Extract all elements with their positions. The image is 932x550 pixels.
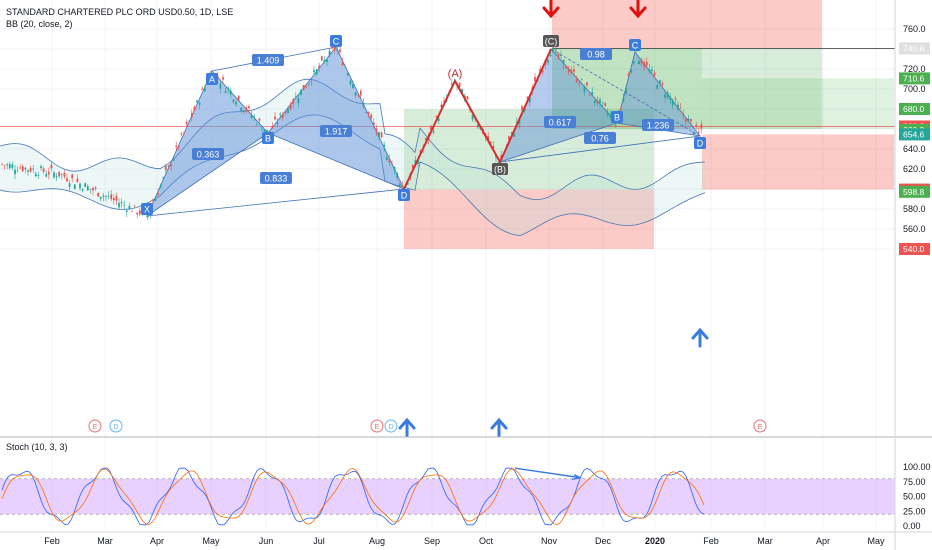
price-axis: 760.0740.0720.0700.0680.0660.0640.0620.0… — [894, 0, 931, 550]
up-arrow-icon — [490, 417, 508, 438]
time-tick: 2020 — [645, 536, 665, 546]
price-tick: 760.0 — [903, 24, 926, 34]
price-tag-label: 654.6 — [903, 129, 925, 139]
price-tick: 580.0 — [903, 204, 926, 214]
event-marker-label: E — [93, 424, 98, 431]
stoch-tick: 75.00 — [903, 477, 926, 487]
ratio-labels: 1.409 0.363 1.917 0.833 0.98 0.617 1.236 0.76 — [192, 48, 674, 184]
short-stop-zone — [552, 0, 822, 49]
point-label: (B) — [494, 165, 506, 175]
short-target-zone — [552, 48, 702, 129]
time-tick: Aug — [369, 536, 385, 546]
price-tag — [899, 72, 930, 85]
up-arrow-icon — [691, 327, 709, 348]
time-tick: Jun — [259, 536, 274, 546]
stochastic-pane — [0, 467, 895, 526]
ratio-label: 0.76 — [591, 134, 609, 144]
event-marker — [753, 419, 767, 433]
price-tick: 620.0 — [903, 164, 926, 174]
stoch-tick: 50.00 — [903, 492, 926, 502]
time-tick: Oct — [479, 536, 494, 546]
time-tick: Feb — [44, 536, 60, 546]
time-tick: Sep — [424, 536, 440, 546]
up-arrow-icon — [398, 417, 416, 438]
grid — [0, 0, 895, 530]
harmonic-patterns — [146, 46, 701, 218]
time-tick: Nov — [541, 536, 558, 546]
down-arrow-icon — [542, 0, 560, 19]
event-marker-label: D — [113, 424, 118, 431]
point-label: C — [333, 37, 340, 47]
time-tick: May — [202, 536, 220, 546]
time-tick: Feb — [703, 536, 719, 546]
ratio-label: 0.833 — [265, 174, 288, 184]
price-tag-label: 680.0 — [903, 104, 925, 114]
ratio-label: 1.236 — [647, 121, 670, 131]
event-marker-label: E — [375, 424, 380, 431]
time-tick: Mar — [97, 536, 113, 546]
price-tick: 700.0 — [903, 84, 926, 94]
point-label: A — [209, 75, 215, 85]
pattern-point-labels: X A B C D (A) (B) (C) B C D — [141, 35, 706, 215]
price-tick: 560.0 — [903, 224, 926, 234]
point-label-a-paren: (A) — [448, 68, 463, 80]
time-tick: Apr — [150, 536, 164, 546]
event-marker — [384, 419, 398, 433]
bb-legend: BB (20, close, 2) — [6, 19, 73, 29]
time-tick: Apr — [816, 536, 830, 546]
ratio-label: 0.617 — [549, 118, 572, 128]
down-arrow-icon — [629, 0, 647, 19]
point-label: D — [401, 191, 408, 201]
ratio-label: 1.917 — [325, 127, 348, 137]
event-marker — [370, 419, 384, 433]
price-tag — [899, 128, 930, 141]
price-tag-label: 740.6 — [903, 43, 925, 53]
trade-zones — [0, 0, 895, 249]
ratio-label: 0.363 — [197, 150, 220, 160]
event-marker-label: D — [388, 424, 393, 431]
stoch-legend: Stoch (10, 3, 3) — [6, 442, 68, 452]
point-label: C — [632, 41, 639, 51]
abcd-red-line — [403, 48, 552, 190]
price-tag — [899, 185, 930, 198]
price-tag — [899, 42, 930, 55]
time-tick: Mar — [757, 536, 773, 546]
price-tick: 720.0 — [903, 64, 926, 74]
price-tick: 640.0 — [903, 144, 926, 154]
stoch-tick: 100.00 — [903, 462, 931, 472]
point-label: (C) — [545, 37, 558, 47]
time-tick: Jul — [313, 536, 325, 546]
divergence-line — [514, 467, 581, 479]
ratio-label: 0.98 — [587, 50, 605, 60]
price-tag — [899, 243, 930, 255]
point-label: X — [144, 205, 150, 215]
event-marker-label: E — [758, 424, 763, 431]
stoch-tick: 25.00 — [903, 506, 926, 516]
price-tag — [899, 103, 930, 115]
time-axis: Feb Mar Apr May Jun Jul Aug Sep Oct Nov Dec 2020 Feb… — [0, 531, 932, 546]
point-label: B — [614, 113, 620, 123]
price-tag-label: 540.0 — [903, 244, 925, 254]
long-stop-zone-2 — [702, 134, 894, 190]
price-tag-label: 598.8 — [903, 187, 925, 197]
point-label: B — [265, 134, 271, 144]
time-tick: May — [867, 536, 885, 546]
price-tag-label: 710.6 — [903, 73, 925, 83]
stoch-tick: 0.00 — [903, 521, 921, 531]
time-tick: Dec — [595, 536, 612, 546]
ratio-label: 1.409 — [257, 56, 280, 66]
symbol-legend: STANDARD CHARTERED PLC ORD USD0.50, 1D, … — [6, 7, 234, 17]
long-target-zone-3 — [702, 78, 894, 129]
event-marker — [88, 419, 102, 433]
long-stop-zone — [404, 189, 654, 249]
long-target-zone-2 — [702, 48, 822, 129]
point-label: D — [697, 139, 704, 149]
event-marker — [109, 419, 123, 433]
